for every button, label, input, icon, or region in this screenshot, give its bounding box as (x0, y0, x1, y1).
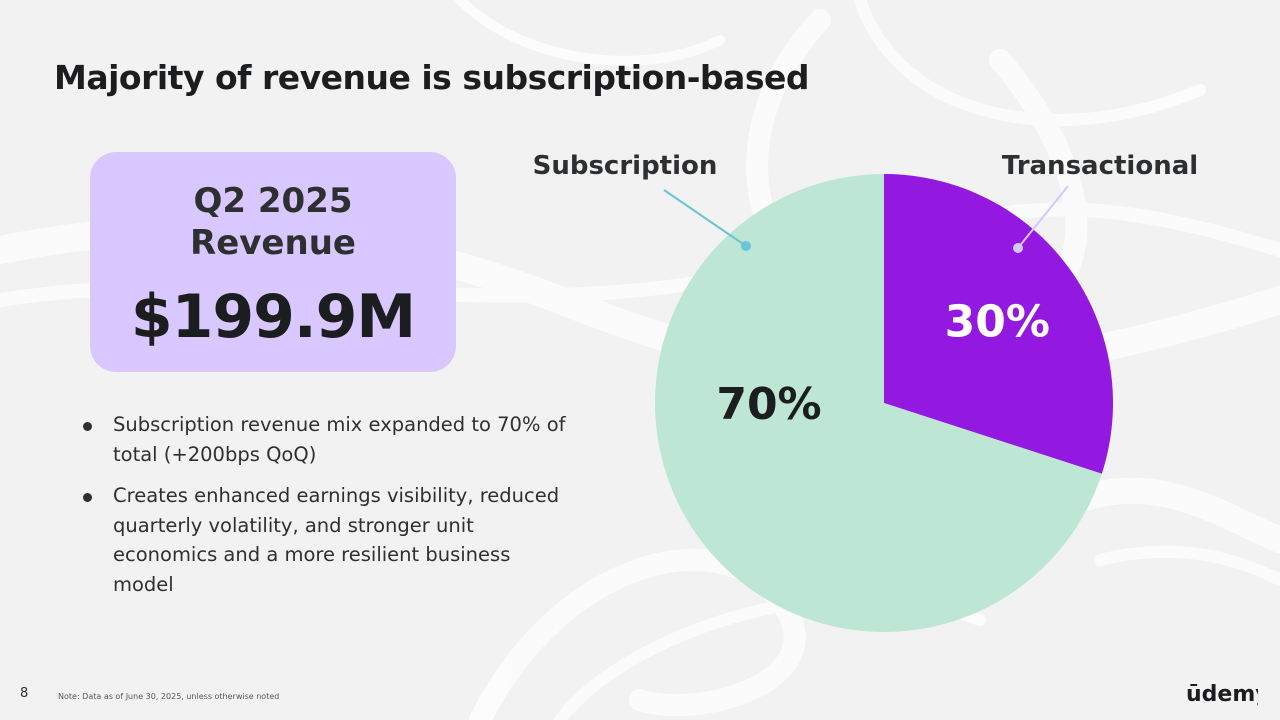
bullet-dot-icon (83, 422, 92, 431)
leader-line-transactional (1017, 185, 1069, 249)
bullet-list: Subscription revenue mix expanded to 70%… (80, 410, 570, 611)
bullet-item: Subscription revenue mix expanded to 70%… (80, 410, 570, 469)
bullet-item: Creates enhanced earnings visibility, re… (80, 481, 570, 599)
bullet-text: Subscription revenue mix expanded to 70%… (113, 413, 566, 466)
bullet-text: Creates enhanced earnings visibility, re… (113, 484, 560, 596)
pie-value-label-subscription: 70% (716, 379, 821, 430)
leader-line-subscription (663, 189, 747, 247)
slice-name-label-transactional: Transactional (1002, 151, 1198, 181)
slice-name-label-subscription: Subscription (533, 151, 718, 181)
pie-value-label-transactional: 30% (945, 297, 1050, 348)
revenue-label: Q2 2025 Revenue (90, 180, 456, 264)
leader-dot-transactional (1013, 243, 1023, 253)
leader-dot-subscription (741, 241, 751, 251)
page-number: 8 (20, 686, 29, 701)
udemy-logo: ūdemy (1186, 682, 1258, 707)
revenue-period: Q2 2025 (193, 181, 353, 221)
slide-title: Majority of revenue is subscription-base… (54, 58, 809, 97)
revenue-card: Q2 2025 Revenue $199.9M (90, 152, 456, 372)
bullet-dot-icon (83, 493, 92, 502)
revenue-value: $199.9M (130, 282, 416, 352)
revenue-caption: Revenue (190, 223, 356, 263)
logo-text: ūdemy (1186, 682, 1258, 707)
footnote: Note: Data as of June 30, 2025, unless o… (58, 692, 280, 701)
pie-slice-subscription (655, 174, 1102, 632)
pie-slice-transactional (884, 174, 1114, 474)
